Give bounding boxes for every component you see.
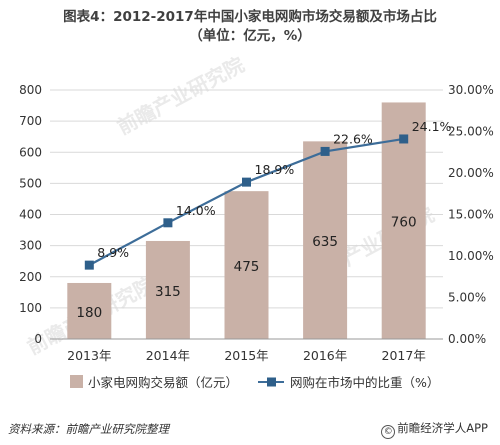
x-tick-label: 2013年 xyxy=(67,348,111,363)
legend: 小家电网购交易额（亿元） 网购在市场中的比重（%） xyxy=(70,375,439,390)
x-tick-label: 2015年 xyxy=(224,348,268,363)
left-tick-label: 400 xyxy=(19,208,42,222)
bar-value-label: 180 xyxy=(76,305,102,321)
right-tick-label: 15.00% xyxy=(448,208,494,222)
line-value-label: 14.0% xyxy=(176,203,216,218)
line-value-label: 22.6% xyxy=(333,131,373,146)
chart-title: 图表4：2012-2017年中国小家电网购市场交易额及市场占比 （单位：亿元，%… xyxy=(0,8,500,46)
left-tick-label: 0 xyxy=(34,332,42,346)
line-marker xyxy=(163,218,173,228)
x-tick-label: 2014年 xyxy=(146,348,190,363)
left-tick-label: 700 xyxy=(19,114,42,128)
x-axis: 2013年 2014年 2015年 2016年 2017年 xyxy=(50,338,443,363)
legend-line-label: 网购在市场中的比重（%） xyxy=(290,375,439,390)
brand-credit: © 前瞻经济学人APP xyxy=(381,420,488,439)
legend-bar-label: 小家电网购交易额（亿元） xyxy=(88,375,238,390)
line-marker xyxy=(320,146,330,156)
right-tick-label: 30.00% xyxy=(448,83,494,97)
line-marker xyxy=(399,134,409,144)
left-tick-label: 600 xyxy=(19,145,42,159)
right-tick-label: 10.00% xyxy=(448,249,494,263)
brand-label: 前瞻经济学人APP xyxy=(397,421,488,435)
bar xyxy=(224,191,269,339)
bar-value-label: 635 xyxy=(312,234,338,250)
bar-labels: 180 315 475 635 760 xyxy=(76,215,416,321)
line-value-label: 8.9% xyxy=(97,245,129,260)
x-tick-label: 2016年 xyxy=(303,348,347,363)
left-tick-label: 200 xyxy=(19,270,42,284)
combo-chart: 180 315 475 635 760 8.9% 14.0% 18.9% 22.6% 24.1%… xyxy=(19,83,494,390)
left-tick-label: 100 xyxy=(19,301,42,315)
right-tick-label: 0.00% xyxy=(448,332,486,346)
bar xyxy=(145,240,190,339)
chart-title-line2: （单位：亿元，%） xyxy=(189,28,311,44)
chart-title-line1: 图表4：2012-2017年中国小家电网购市场交易额及市场占比 xyxy=(63,9,437,25)
left-axis: 0 100 200 300 400 500 600 700 800 xyxy=(19,83,42,346)
line-marker xyxy=(242,177,251,187)
bar xyxy=(303,141,348,339)
copyright-icon: © xyxy=(381,425,396,439)
line-series xyxy=(84,134,409,270)
left-tick-label: 500 xyxy=(19,176,42,190)
x-tick-label: 2017年 xyxy=(382,348,426,363)
left-tick-label: 800 xyxy=(19,83,42,97)
right-tick-label: 25.00% xyxy=(448,125,494,139)
bar-value-label: 760 xyxy=(391,215,417,231)
line-value-label: 24.1% xyxy=(412,119,452,134)
line-value-label: 18.9% xyxy=(255,162,295,177)
line-marker xyxy=(84,260,94,270)
right-tick-label: 5.00% xyxy=(448,291,486,305)
right-tick-label: 20.00% xyxy=(448,166,494,180)
line-labels: 8.9% 14.0% 18.9% 22.6% 24.1% xyxy=(97,119,451,260)
legend-bar-swatch xyxy=(70,375,83,388)
bar xyxy=(67,282,112,339)
source-note: 资料来源：前瞻产业研究院整理 xyxy=(8,422,169,436)
bar-value-label: 475 xyxy=(234,259,260,275)
right-axis: 0.00% 5.00% 10.00% 15.00% 20.00% 25.00% 30.00% xyxy=(448,83,494,346)
left-tick-label: 300 xyxy=(19,239,42,253)
legend-line-marker xyxy=(267,377,276,387)
bar-value-label: 315 xyxy=(155,284,181,300)
